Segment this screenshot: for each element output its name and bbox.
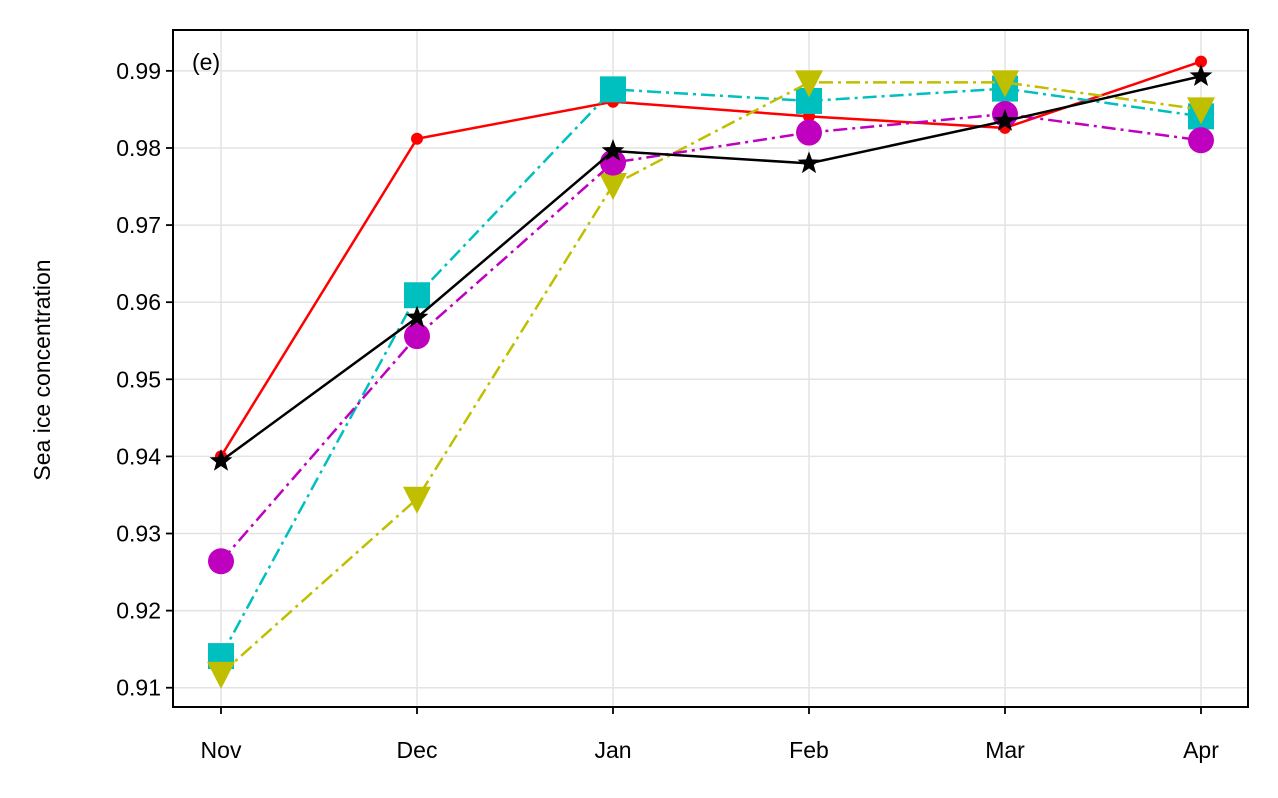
data-point: [1187, 97, 1215, 125]
series-0: [215, 55, 1207, 463]
data-point: [1195, 55, 1207, 68]
series-line: [220, 75, 1202, 463]
data-point: [1188, 127, 1214, 154]
data-point: [599, 172, 627, 200]
y-tick-label: 0.96: [116, 289, 161, 315]
series-line: [220, 81, 1202, 675]
data-point: [993, 108, 1017, 131]
y-tick-label: 0.99: [116, 58, 161, 84]
grid-lines: [173, 30, 1248, 707]
data-point: [795, 70, 823, 98]
data-point: [1189, 64, 1213, 86]
plot-frame: [172, 29, 1249, 708]
y-tick-label: 0.98: [116, 135, 161, 161]
x-tick-label: Apr: [1183, 737, 1219, 763]
data-point: [208, 548, 234, 575]
data-point: [600, 76, 626, 103]
series-3: [208, 101, 1214, 575]
data-point: [207, 661, 235, 689]
x-tick-label: Feb: [789, 737, 829, 763]
series-layer: [207, 55, 1215, 689]
data-point: [991, 70, 1019, 98]
y-tick-label: 0.97: [116, 212, 161, 238]
x-tick-label: Mar: [985, 737, 1025, 763]
y-tick-label: 0.94: [116, 443, 161, 469]
data-point: [404, 323, 430, 350]
data-point: [411, 132, 423, 145]
y-tick-label: 0.95: [116, 366, 161, 392]
data-point: [797, 151, 821, 174]
series-2: [207, 70, 1215, 689]
y-tick-label: 0.92: [116, 598, 161, 624]
x-tick-label: Nov: [201, 737, 242, 763]
x-tick-label: Dec: [397, 737, 438, 763]
axis-ticks: 0.91 0.92 0.93 0.94 0.95 0.96 0.97 0.98 0.99 Nov D…: [116, 58, 1219, 763]
data-point: [796, 119, 822, 146]
series-1: [208, 75, 1214, 670]
y-tick-label: 0.91: [116, 675, 161, 701]
data-point: [403, 486, 431, 514]
data-point: [209, 449, 233, 471]
y-tick-label: 0.93: [116, 521, 161, 547]
data-point: [405, 305, 429, 328]
panel-label: (e): [192, 49, 220, 75]
series-line: [220, 112, 1202, 563]
series-line: [219, 87, 1202, 657]
x-tick-label: Jan: [594, 737, 631, 763]
series-line: [219, 60, 1202, 458]
data-point: [404, 282, 430, 309]
data-point: [601, 139, 625, 161]
y-axis-label: Sea ice concentration: [29, 259, 55, 480]
series-4: [209, 64, 1213, 471]
